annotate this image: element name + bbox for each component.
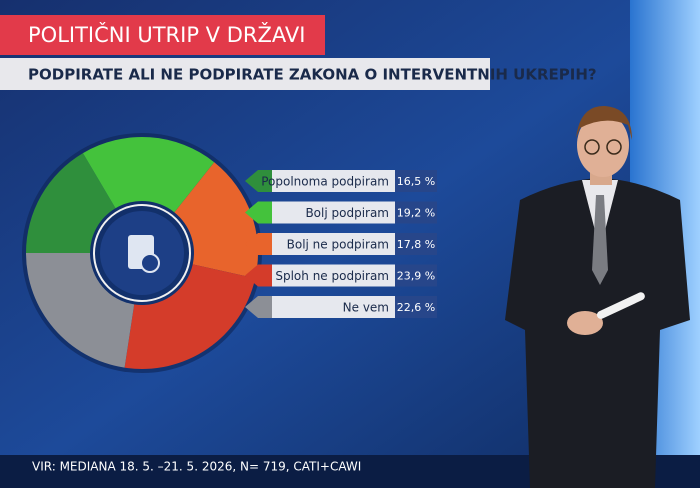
legend-value-box [395,170,437,192]
legend-label-box [272,170,395,192]
slice [124,264,256,369]
source: VIR: MEDIANA 18. 5. –21. 5. 2026, N= 719… [32,460,361,474]
legend-value-box [395,296,437,318]
legend-value-box [395,233,437,255]
slice [82,137,215,213]
legend-label: Ne vem [343,301,389,315]
legend-label: Bolj podpiram [305,206,389,220]
legend-label-box [272,233,395,255]
title: POLITIČNI UTRIP V DRŽAVI [28,22,305,47]
presenter [505,105,690,488]
slice [26,153,116,253]
subtitle-bar [0,58,490,90]
center-ring [93,204,191,302]
legend-swatch [245,233,272,255]
legend-swatch [245,201,272,224]
legend-label-box [272,201,395,224]
legend-label-box [272,264,395,287]
value-label: 17,8 % [397,238,435,251]
legend-value-box [395,201,437,224]
title-bar [0,15,325,55]
legend-swatch [245,296,272,318]
legend-label-box [272,296,395,318]
legend-value-box [395,264,437,287]
legend-label: Popolnoma podpiram [261,175,389,189]
subtitle: PODPIRATE ALI NE PODPIRATE ZAKONA O INTE… [28,66,597,84]
legend: Popolnoma podpiram 16,5 % Bolj podpiram 19,… [245,170,437,318]
donut-chart [22,133,262,373]
slice [25,253,135,368]
legend-swatch [245,264,272,287]
value-label: 23,9 % [397,270,435,283]
legend-label: Bolj ne podpiram [287,238,389,252]
legend-swatch [245,170,272,192]
slice [174,162,258,279]
center-icon-check [140,253,160,273]
value-label: 19,2 % [397,207,435,220]
legend-label: Sploh ne podpiram [275,269,389,283]
value-label: 16,5 % [397,175,435,188]
value-label: 22,6 % [397,301,435,314]
